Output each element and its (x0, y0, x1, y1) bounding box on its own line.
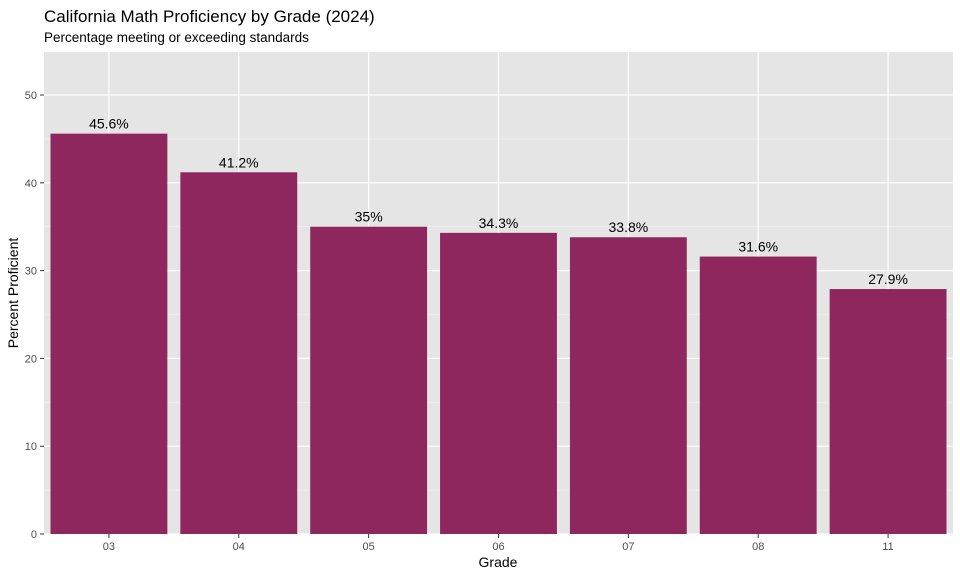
y-tick-label: 30 (25, 266, 37, 278)
data-label: 41.2% (219, 154, 259, 170)
bar-11 (829, 289, 947, 534)
data-label: 45.6% (89, 116, 129, 132)
bar-08 (699, 256, 817, 534)
data-label: 27.9% (868, 271, 908, 287)
x-tick-label: 04 (233, 541, 245, 553)
data-label: 34.3% (479, 215, 519, 231)
bar-07 (569, 237, 687, 534)
x-tick-label: 06 (492, 541, 504, 553)
chart-subtitle: Percentage meeting or exceeding standard… (44, 30, 309, 45)
y-tick-label: 40 (25, 178, 37, 190)
x-tick-label: 08 (752, 541, 764, 553)
y-tick-label: 10 (25, 441, 37, 453)
y-axis-label: Percent Proficient (5, 238, 21, 349)
data-label: 31.6% (738, 239, 778, 255)
x-tick-label: 11 (882, 541, 893, 553)
x-tick-label: 05 (363, 541, 375, 553)
bar-04 (180, 172, 298, 534)
y-tick-label: 20 (25, 353, 37, 365)
chart-title: California Math Proficiency by Grade (20… (44, 7, 375, 26)
bar-06 (440, 232, 557, 534)
x-axis-label: Grade (479, 554, 518, 570)
bar-03 (50, 133, 168, 534)
y-tick-label: 50 (25, 90, 37, 102)
bar-05 (310, 226, 428, 534)
data-label: 33.8% (609, 219, 649, 235)
y-tick-label: 0 (31, 529, 37, 541)
x-tick-label: 07 (622, 541, 634, 553)
data-label: 35% (355, 209, 383, 225)
x-tick-label: 03 (103, 541, 115, 553)
